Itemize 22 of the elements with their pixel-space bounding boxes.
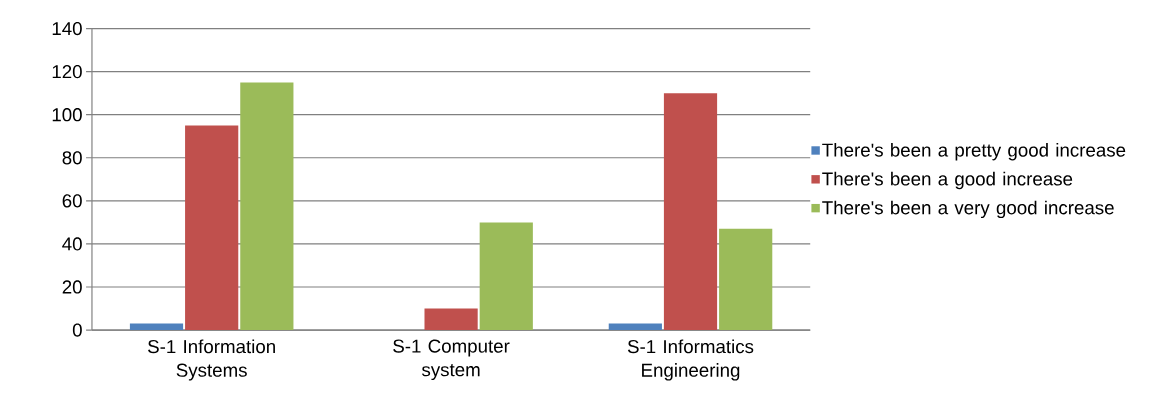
- legend-label: There's been a good increase: [822, 171, 1073, 190]
- legend-label: There's been a very good increase: [822, 200, 1114, 219]
- y-tick-label: 20: [62, 280, 82, 294]
- bar: [719, 228, 773, 331]
- bar: [663, 93, 718, 331]
- y-tick-label: 100: [52, 108, 82, 122]
- x-tick-label: S-1 Informatics Engineering: [627, 339, 754, 381]
- bar: [424, 308, 478, 331]
- legend-label: There's been a pretty good increase: [822, 143, 1126, 161]
- y-tick-label: 120: [52, 65, 82, 79]
- bar: [129, 323, 184, 331]
- y-tick-label: 80: [62, 151, 82, 165]
- x-tick-label: S-1 Computer system: [393, 339, 510, 381]
- bar: [240, 82, 294, 331]
- y-tick-label: 40: [62, 237, 82, 251]
- bar: [608, 323, 662, 331]
- bar: [479, 222, 533, 331]
- y-tick-label: 60: [62, 194, 82, 208]
- y-tick-label: 0: [72, 323, 82, 337]
- x-tick-label: S-1 Information Systems: [148, 339, 275, 381]
- bar: [185, 125, 239, 331]
- y-tick-label: 140: [52, 22, 82, 36]
